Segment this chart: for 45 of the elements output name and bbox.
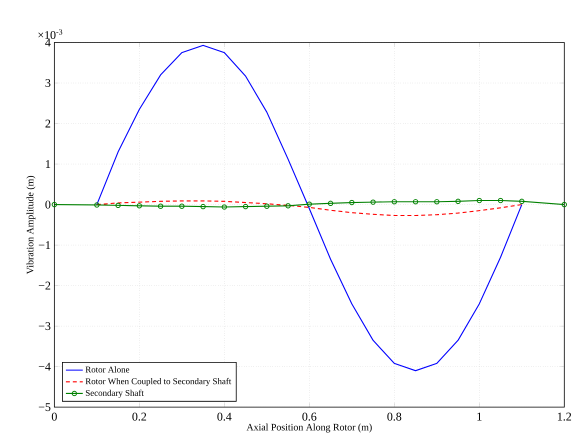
x-tick-label: 1.2: [558, 412, 572, 421]
point: [498, 198, 504, 204]
x-axis-title: Axial Position Along Rotor (m): [246, 424, 372, 433]
y-tick-label: −5: [38, 403, 50, 412]
point: [179, 204, 185, 210]
point: [285, 203, 291, 209]
legend-label: Rotor Alone: [86, 366, 130, 373]
point: [328, 200, 334, 206]
point: [242, 204, 248, 210]
x-tick-label: 0: [52, 412, 57, 421]
y-tick-label: 3: [46, 79, 50, 88]
y-axis-title: Vibration Amplitude (m): [26, 176, 36, 274]
y-tick-label: −4: [38, 362, 51, 371]
point: [222, 204, 228, 210]
y-tick-label: −2: [38, 282, 50, 290]
point: [264, 204, 270, 210]
x-tick-label: 0.8: [387, 412, 402, 421]
line-series: [96, 200, 522, 216]
point: [434, 199, 440, 205]
legend-label: Secondary Shaft: [86, 390, 144, 398]
point: [412, 199, 418, 205]
point: [200, 204, 206, 210]
point: [455, 198, 461, 204]
point: [115, 202, 121, 208]
point: [392, 199, 397, 205]
point: [306, 202, 312, 207]
x-tick-label: 0.6: [302, 412, 316, 421]
point: [476, 198, 482, 204]
point: [158, 204, 164, 210]
point: [349, 200, 354, 206]
y-tick-label: −1: [38, 241, 50, 250]
text: ×10$^{-3}$: [38, 30, 62, 40]
x-tick-label: 1: [477, 412, 482, 421]
y-tick-label: 1: [46, 160, 50, 168]
point: [370, 200, 376, 205]
point: [136, 203, 142, 209]
point: [94, 202, 100, 208]
y-tick-label: −3: [38, 322, 50, 330]
x-tick-label: 0.2: [132, 412, 146, 421]
y-tick-label: 0: [45, 200, 50, 209]
y-tick-label: 4: [45, 38, 51, 47]
x-tick-label: 0.4: [217, 412, 232, 421]
point: [519, 198, 524, 204]
y-tick-label: 2: [45, 120, 50, 128]
legend-label: Rotor When Coupled to Secondary Shaft: [86, 378, 232, 386]
